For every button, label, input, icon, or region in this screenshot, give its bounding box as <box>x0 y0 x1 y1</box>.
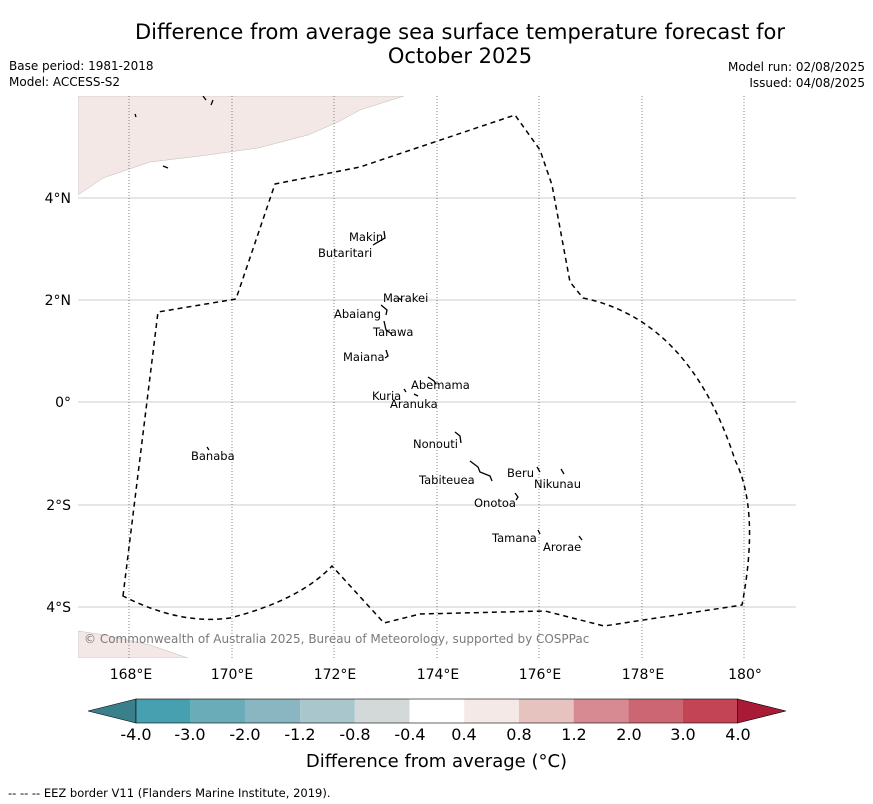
colorbar-segment <box>573 699 629 723</box>
meta-left: Base period: 1981-2018 Model: ACCESS-S2 <box>9 58 154 90</box>
label-arorae: Arorae <box>543 540 581 554</box>
label-maiana: Maiana <box>343 350 385 364</box>
lon-axis: 168°E 170°E 172°E 174°E 176°E 178°E 180° <box>110 667 762 683</box>
issued-date: Issued: 04/08/2025 <box>749 76 865 90</box>
meta-right: Model run: 02/08/2025 Issued: 04/08/2025 <box>728 59 865 91</box>
colorbar-segment <box>518 699 574 723</box>
lon-label-168e: 168°E <box>110 667 153 683</box>
label-abaiang: Abaiang <box>334 307 381 321</box>
cb-tick-2: -2.0 <box>229 725 261 744</box>
label-nonouti: Nonouti <box>413 437 458 451</box>
label-onotoa: Onotoa <box>474 496 516 510</box>
lat-label-2s: 2°S <box>46 498 71 514</box>
title-line-2: October 2025 <box>387 44 533 68</box>
label-tarawa: Tarawa <box>372 325 413 339</box>
colorbar-segment <box>136 699 191 723</box>
colorbar-segment <box>245 699 301 723</box>
lat-label-4n: 4°N <box>45 191 71 207</box>
cb-tick-8: 1.2 <box>561 725 587 744</box>
lon-label-176e: 176°E <box>519 667 562 683</box>
lat-label-2n: 2°N <box>45 293 71 309</box>
cb-tick-6: 0.4 <box>451 725 477 744</box>
eez-legend-note: -- -- -- EEZ border V11 (Flanders Marine… <box>8 786 331 800</box>
land-north <box>78 96 405 196</box>
island-shapes <box>134 96 583 541</box>
cb-tick-0: -4.0 <box>120 725 152 744</box>
label-nikunau: Nikunau <box>534 477 581 491</box>
lon-label-174e: 174°E <box>417 667 460 683</box>
cb-tick-9: 2.0 <box>616 725 642 744</box>
label-tamana: Tamana <box>491 531 537 545</box>
cb-tick-1: -3.0 <box>174 725 206 744</box>
cb-tick-10: 3.0 <box>670 725 696 744</box>
colorbar-segment <box>354 699 410 723</box>
colorbar-segment <box>190 699 246 723</box>
label-tabiteuea: Tabiteuea <box>418 473 475 487</box>
map-plot-area: Makin Butaritari Marakei Abaiang Tarawa … <box>78 96 796 658</box>
lon-label-178e: 178°E <box>622 667 665 683</box>
colorbar-segment <box>683 699 738 723</box>
land-south <box>78 630 189 658</box>
label-aranuka: Aranuka <box>390 397 438 411</box>
model-run: Model run: 02/08/2025 <box>727 60 865 74</box>
label-makin: Makin <box>349 230 383 244</box>
model-name: Model: ACCESS-S2 <box>9 75 121 89</box>
colorbar-extend-low <box>87 698 137 724</box>
cb-tick-11: 4.0 <box>725 725 751 744</box>
colorbar <box>87 698 787 724</box>
colorbar-segment <box>464 699 519 723</box>
lat-label-0: 0° <box>55 395 71 411</box>
colorbar-extend-high <box>737 698 787 724</box>
lon-label-172e: 172°E <box>314 667 357 683</box>
cb-tick-3: -1.2 <box>284 725 316 744</box>
label-abemama: Abemama <box>411 378 470 392</box>
colorbar-segment <box>409 699 465 723</box>
cb-tick-5: -0.4 <box>394 725 426 744</box>
map-title: Difference from average sea surface temp… <box>0 20 873 68</box>
title-line-1: Difference from average sea surface temp… <box>135 20 785 44</box>
colorbar-segment <box>300 699 355 723</box>
label-beru: Beru <box>507 466 534 480</box>
lon-gridlines <box>128 96 745 658</box>
base-period: Base period: 1981-2018 <box>9 59 154 73</box>
colorbar-title: Difference from average (°C) <box>305 751 568 772</box>
label-kuria: Kuria <box>372 389 401 403</box>
island-labels: Makin Butaritari Marakei Abaiang Tarawa … <box>191 230 581 554</box>
label-marakei: Marakei <box>383 291 428 305</box>
label-banaba: Banaba <box>191 449 235 463</box>
cb-tick-4: -0.8 <box>339 725 371 744</box>
lat-label-4s: 4°S <box>46 600 71 616</box>
lat-axis: 4°N 2°N 0° 2°S 4°S <box>45 191 72 616</box>
lon-label-180: 180° <box>728 667 762 683</box>
eez-border <box>122 114 751 627</box>
copyright-notice: © Commonwealth of Australia 2025, Bureau… <box>84 632 590 646</box>
colorbar-segment <box>628 699 683 723</box>
lon-label-170e: 170°E <box>211 667 254 683</box>
label-butaritari: Butaritari <box>318 246 372 260</box>
cb-tick-7: 0.8 <box>506 725 532 744</box>
